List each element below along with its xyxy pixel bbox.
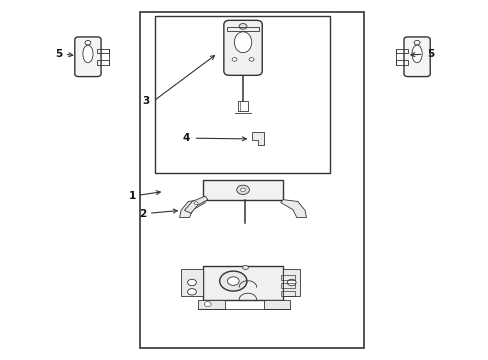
Circle shape bbox=[232, 58, 237, 61]
Bar bbox=[395, 49, 407, 53]
Text: 1: 1 bbox=[129, 191, 136, 201]
Circle shape bbox=[194, 202, 198, 204]
Bar bbox=[203, 180, 283, 200]
Bar bbox=[181, 269, 203, 296]
Circle shape bbox=[204, 302, 211, 307]
Text: 3: 3 bbox=[142, 96, 150, 107]
Bar bbox=[97, 60, 109, 64]
Circle shape bbox=[240, 188, 245, 192]
Polygon shape bbox=[179, 200, 205, 217]
Circle shape bbox=[187, 279, 196, 286]
Bar bbox=[237, 102, 248, 111]
Bar bbox=[198, 300, 224, 309]
Text: 5: 5 bbox=[55, 49, 62, 59]
Bar bbox=[280, 291, 295, 296]
Bar bbox=[280, 275, 295, 280]
Bar bbox=[227, 27, 258, 31]
Circle shape bbox=[248, 58, 253, 61]
FancyBboxPatch shape bbox=[75, 37, 101, 77]
Circle shape bbox=[413, 41, 419, 45]
Circle shape bbox=[85, 41, 91, 45]
FancyBboxPatch shape bbox=[403, 37, 429, 77]
Bar bbox=[140, 12, 363, 348]
Text: 2: 2 bbox=[139, 209, 146, 219]
Polygon shape bbox=[184, 196, 207, 213]
Ellipse shape bbox=[82, 45, 93, 63]
Polygon shape bbox=[251, 132, 264, 145]
Circle shape bbox=[219, 271, 246, 291]
Circle shape bbox=[187, 289, 196, 295]
FancyBboxPatch shape bbox=[224, 20, 262, 75]
Text: 4: 4 bbox=[182, 133, 189, 143]
Text: 5: 5 bbox=[426, 49, 433, 59]
Ellipse shape bbox=[234, 32, 251, 53]
Bar bbox=[280, 283, 295, 288]
Bar bbox=[154, 16, 329, 173]
Bar bbox=[263, 300, 290, 309]
Circle shape bbox=[236, 185, 249, 194]
Bar bbox=[97, 49, 109, 53]
Circle shape bbox=[227, 277, 239, 285]
Bar bbox=[395, 60, 407, 64]
Bar bbox=[283, 269, 300, 296]
Circle shape bbox=[242, 265, 248, 270]
Bar bbox=[203, 266, 283, 300]
Circle shape bbox=[287, 279, 295, 286]
Circle shape bbox=[239, 23, 246, 29]
Ellipse shape bbox=[411, 45, 421, 63]
Polygon shape bbox=[280, 200, 306, 217]
